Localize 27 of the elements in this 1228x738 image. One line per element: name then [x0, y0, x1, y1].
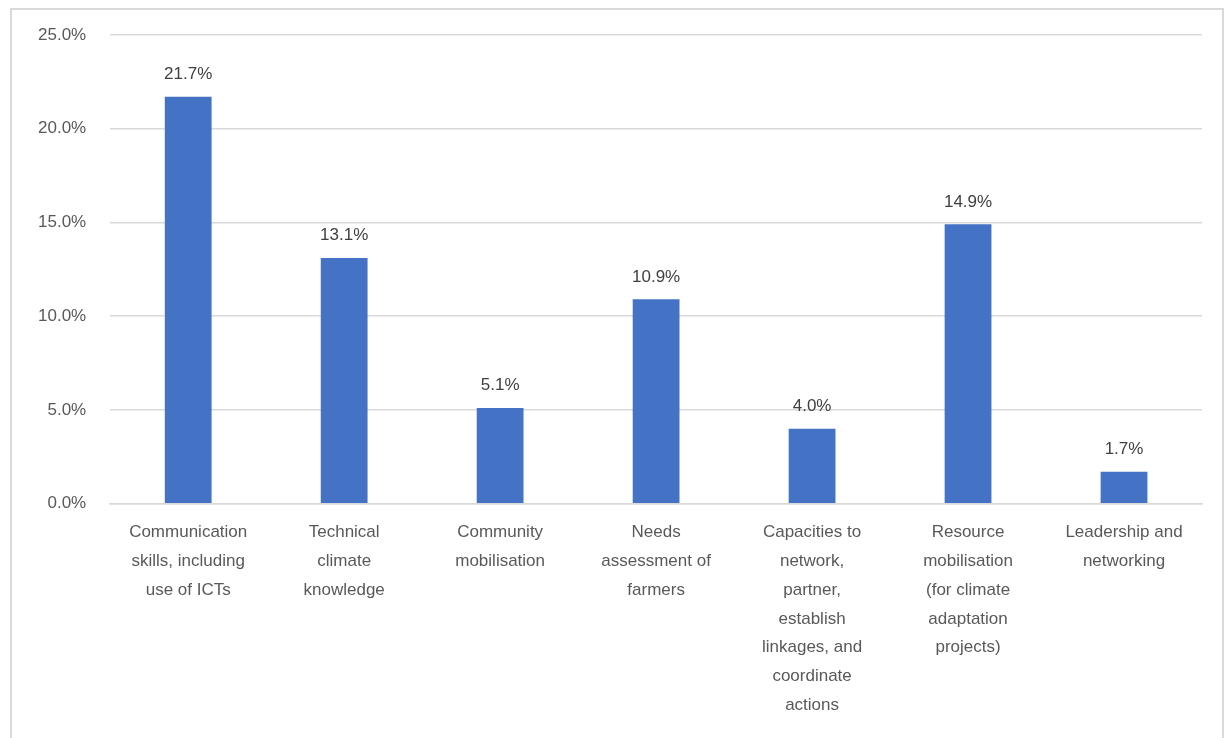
x-tick-label: Capacities to network, partner, establish linkages, and coordinate actions — [761, 521, 863, 715]
x-tick-label: Community mobilisation — [455, 521, 546, 570]
bar — [788, 428, 836, 503]
x-tick-label: Technical climate knowledge — [303, 521, 385, 599]
data-label: 21.7% — [164, 64, 213, 84]
y-tick-label: 25.0% — [38, 24, 87, 44]
x-tick-label: Resource mobilisation (for climate adaptation projects) — [923, 521, 1013, 657]
x-tick-label: Needs assessment of farmers — [601, 521, 712, 599]
data-label: 14.9% — [943, 191, 993, 211]
bar — [944, 224, 992, 503]
bar — [320, 258, 368, 503]
x-tick-label: Leadership and networking — [1065, 521, 1183, 570]
data-label: 1.7% — [1104, 439, 1144, 459]
y-tick-label: 15.0% — [38, 212, 87, 232]
bar — [476, 408, 524, 503]
bar — [1100, 471, 1148, 503]
bar — [164, 96, 212, 503]
x-tick-label: Communication skills, including use of ICTs — [129, 521, 248, 599]
data-label: 10.9% — [632, 266, 681, 286]
data-label: 4.0% — [792, 395, 832, 415]
y-tick-label: 20.0% — [38, 118, 87, 138]
y-tick-label: 5.0% — [47, 399, 87, 419]
data-label: 5.1% — [480, 375, 520, 395]
y-tick-label: 10.0% — [38, 305, 87, 325]
bar — [632, 299, 680, 503]
data-label: 13.1% — [320, 225, 369, 245]
y-tick-label: 0.0% — [47, 493, 87, 513]
